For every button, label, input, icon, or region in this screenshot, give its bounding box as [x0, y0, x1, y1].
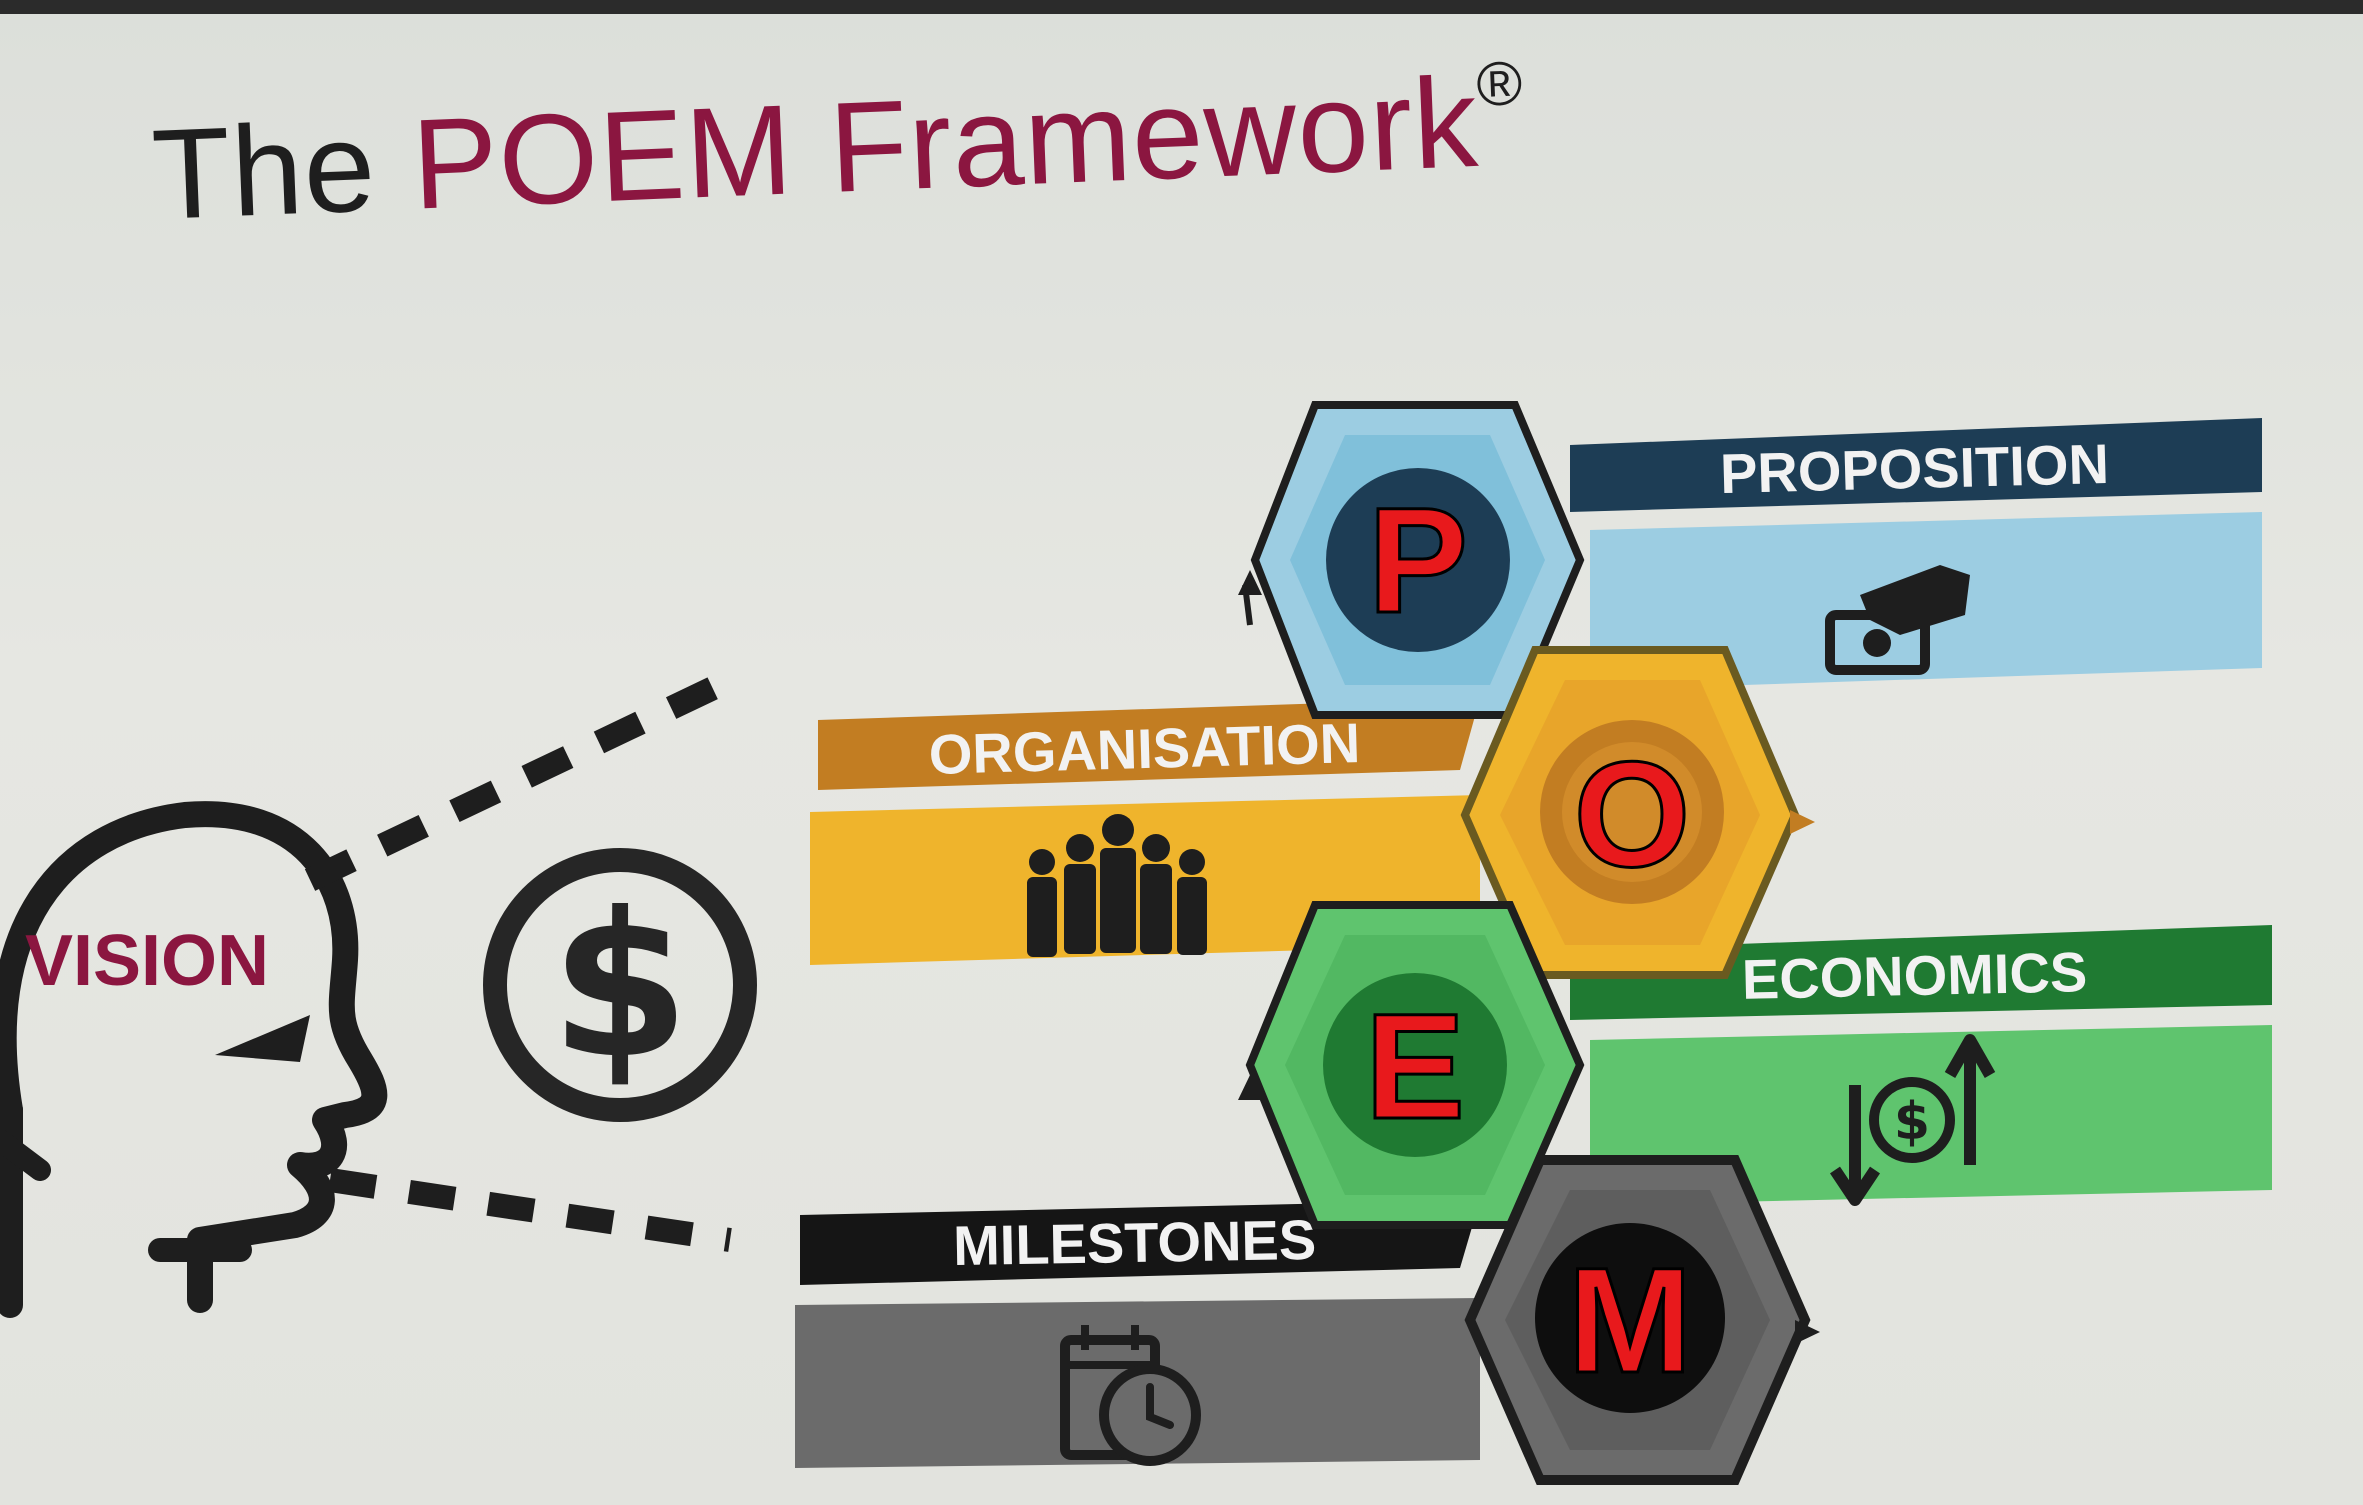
economics-letter: E [1365, 982, 1465, 1150]
eye-shape [215, 1015, 310, 1062]
milestones-hexagon: M [1464, 1155, 1820, 1485]
organisation-letter: O [1574, 730, 1691, 898]
proposition-hexagon: P [1238, 401, 1585, 719]
cycle-arrow-icon [1238, 570, 1262, 595]
proposition-letter: P [1368, 476, 1468, 644]
dollar-exchange-icon: $ [1830, 1034, 1996, 1206]
vision-label: VISION [25, 921, 269, 1001]
economics-label: ECONOMICS [1741, 940, 2088, 1011]
economics-hexagon: E [1238, 901, 1585, 1229]
economics-bars: ECONOMICS $ [1570, 925, 2272, 1206]
exchange-dollar-sign: $ [1894, 1092, 1930, 1152]
cycle-arrow-icon [1790, 810, 1815, 834]
organisation-hexagon: O [1460, 646, 1815, 979]
coin-dollar-sign: $ [550, 870, 689, 1103]
vision-head-icon: VISION [0, 801, 388, 1318]
top-edge-bar [0, 0, 2363, 14]
milestones-letter: M [1568, 1236, 1693, 1404]
milestones-bars: MILESTONES [795, 1200, 1480, 1468]
sight-lines [304, 669, 736, 1252]
cycle-arrow-icon [1238, 1075, 1262, 1100]
organisation-label: ORGANISATION [928, 711, 1361, 786]
milestones-label: MILESTONES [953, 1208, 1317, 1277]
hand-with-money-icon [1825, 565, 1970, 675]
cycle-arrow-icon [1795, 1320, 1820, 1344]
proposition-label: PROPOSITION [1719, 432, 2109, 505]
organisation-bars: ORGANISATION [810, 698, 1480, 965]
people-group-icon [1027, 814, 1207, 957]
proposition-bars: PROPOSITION [1570, 418, 2262, 690]
calendar-clock-icon [1060, 1325, 1201, 1466]
dollar-coin-icon: $ [483, 848, 757, 1122]
